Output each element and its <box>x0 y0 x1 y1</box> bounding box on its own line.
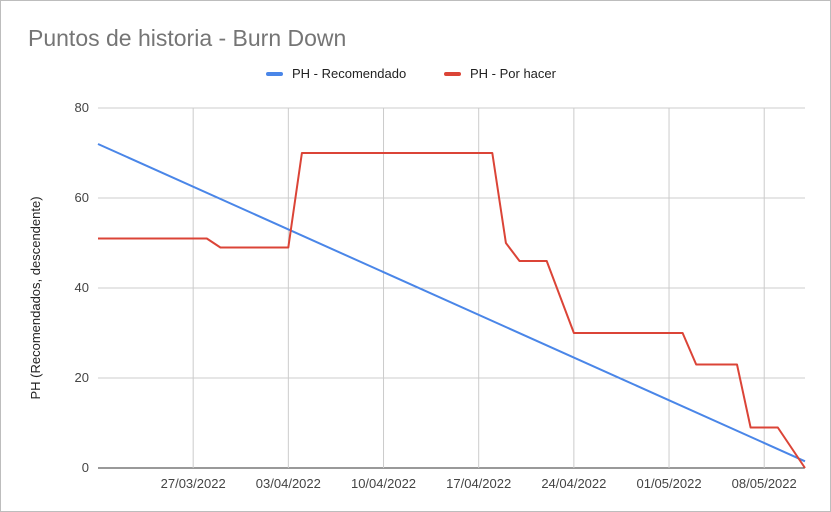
y-tick-label: 0 <box>82 460 89 475</box>
y-tick-label: 20 <box>75 370 89 385</box>
series-line-recomendado[interactable] <box>97 143 806 463</box>
x-tick-label: 17/04/2022 <box>446 476 511 491</box>
x-tick-label: 10/04/2022 <box>351 476 416 491</box>
legend-swatch-por-hacer <box>444 71 461 76</box>
chart-legend: PH - Recomendado PH - Por hacer <box>0 66 831 84</box>
x-tick-label: 27/03/2022 <box>161 476 226 491</box>
x-tick-label: 03/04/2022 <box>256 476 321 491</box>
y-tick-label: 80 <box>75 100 89 115</box>
series-line-por-hacer[interactable] <box>98 152 806 469</box>
legend-swatch-recomendado <box>266 71 283 76</box>
gridlines <box>98 107 805 469</box>
x-tick-label: 01/05/2022 <box>636 476 701 491</box>
y-tick-label: 60 <box>75 190 89 205</box>
legend-item-por-hacer[interactable]: PH - Por hacer <box>444 66 556 81</box>
legend-label-recomendado: PH - Recomendado <box>292 66 407 81</box>
legend-label-por-hacer: PH - Por hacer <box>470 66 556 81</box>
legend-item-recomendado[interactable]: PH - Recomendado <box>266 66 406 81</box>
y-tick-label: 40 <box>75 280 89 295</box>
chart-title: Puntos de historia - Burn Down <box>28 25 347 51</box>
x-tick-label: 08/05/2022 <box>732 476 797 491</box>
x-tick-label: 24/04/2022 <box>541 476 606 491</box>
y-axis-label: PH (Recomendados, descendente) <box>28 196 43 399</box>
series-lines <box>97 143 806 469</box>
x-tick-labels: 27/03/2022 03/04/2022 10/04/2022 17/04/2022… <box>161 476 797 491</box>
y-tick-labels: 0 20 40 60 80 <box>75 100 89 475</box>
